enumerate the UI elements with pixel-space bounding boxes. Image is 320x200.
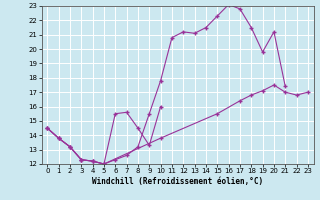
X-axis label: Windchill (Refroidissement éolien,°C): Windchill (Refroidissement éolien,°C)	[92, 177, 263, 186]
